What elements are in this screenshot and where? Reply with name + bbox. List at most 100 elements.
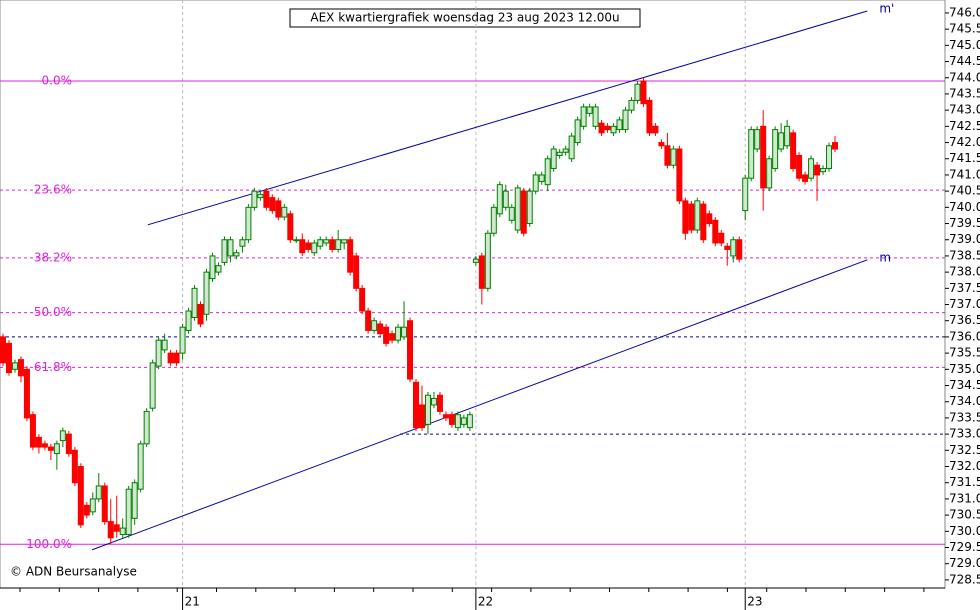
y-tick-label: 730.5 <box>949 508 980 522</box>
candle-body <box>323 239 330 244</box>
y-tick-label: 732.0 <box>949 459 980 473</box>
candle-body <box>95 485 102 500</box>
y-tick-label: 735.0 <box>949 362 980 376</box>
candle-body <box>191 287 198 318</box>
chart-title: AEX kwartiergrafiek woensdag 23 aug 2023… <box>310 11 619 25</box>
candle-body <box>490 206 497 234</box>
candle-body <box>658 142 665 147</box>
candle-body <box>484 232 491 289</box>
candle-body <box>203 271 210 315</box>
y-tick-label: 738.5 <box>949 248 980 262</box>
candle-body <box>544 158 551 186</box>
y-tick-label: 734.5 <box>949 378 980 392</box>
candle-body <box>514 187 521 231</box>
candle-body <box>299 239 306 254</box>
candle-body <box>682 200 689 234</box>
candle-body <box>574 119 581 144</box>
candle-body <box>173 352 180 364</box>
candle-body <box>448 414 455 425</box>
candle-body <box>107 521 114 539</box>
y-tick-label: 736.5 <box>949 313 980 327</box>
fib-label: 100.0% <box>26 537 72 551</box>
candle-body <box>832 142 838 150</box>
candle-body <box>694 200 701 231</box>
candle-body <box>293 239 300 242</box>
candle-body <box>748 129 755 179</box>
candle-body <box>23 368 30 419</box>
candle-body <box>706 213 713 225</box>
candle-body <box>796 155 803 179</box>
candle-body <box>604 125 611 131</box>
candle-body <box>125 488 132 536</box>
candle-body <box>670 148 677 166</box>
candle-body <box>35 436 42 448</box>
candle-body <box>401 326 408 338</box>
candle-body <box>508 206 515 221</box>
candle-body <box>89 498 96 513</box>
candle-body <box>646 99 653 134</box>
candle-body <box>652 125 659 134</box>
candle-body <box>5 342 12 374</box>
candle-body <box>365 310 372 331</box>
candle-body <box>65 433 72 455</box>
candle-body <box>143 410 150 445</box>
y-tick-label: 742.0 <box>949 135 980 149</box>
candle-body <box>592 106 599 127</box>
candle-body <box>826 145 833 169</box>
candle-body <box>155 339 162 367</box>
y-tick-label: 744.5 <box>949 54 980 68</box>
candle-body <box>335 239 342 250</box>
trendline-label: m' <box>879 2 894 16</box>
candle-body <box>269 197 276 212</box>
candle-body <box>424 394 431 425</box>
candle-body <box>568 135 575 160</box>
y-tick-label: 739.5 <box>949 216 980 230</box>
candle-body <box>179 326 186 354</box>
trendline-label: m <box>879 250 891 264</box>
y-tick-label: 735.5 <box>949 346 980 360</box>
fib-label: 38.2% <box>34 250 72 264</box>
candle-body <box>724 245 731 250</box>
candle-body <box>538 174 545 182</box>
x-tick-label: 22 <box>478 595 493 609</box>
candle-body <box>101 485 108 523</box>
y-tick-label: 741.5 <box>949 151 980 165</box>
candle-body <box>395 326 402 341</box>
candle-body <box>736 239 743 260</box>
candle-body <box>11 362 18 370</box>
candle-body <box>341 239 348 244</box>
candle-body <box>53 443 60 455</box>
candle-body <box>532 174 539 192</box>
y-tick-label: 729.5 <box>949 540 980 554</box>
y-tick-label: 740.0 <box>949 200 980 214</box>
y-tick-label: 745.5 <box>949 22 980 36</box>
fib-label: 23.6% <box>34 183 72 197</box>
candle-body <box>287 213 294 241</box>
candle-body <box>502 190 509 208</box>
candle-body <box>718 232 725 244</box>
y-tick-label: 731.5 <box>949 475 980 489</box>
y-tick-label: 745.0 <box>949 38 980 52</box>
candle-body <box>137 443 144 490</box>
candle-body <box>664 145 671 166</box>
candle-body <box>215 265 222 273</box>
candle-body <box>820 167 827 173</box>
candle-body <box>598 122 605 134</box>
candle-body <box>700 203 707 241</box>
candle-body <box>742 177 749 212</box>
candle-body <box>784 125 791 147</box>
candle-body <box>454 414 461 429</box>
y-tick-label: 737.0 <box>949 297 980 311</box>
candle-body <box>622 109 629 131</box>
title-box <box>289 8 641 28</box>
candle-body <box>59 430 66 442</box>
candle-body <box>239 239 246 247</box>
candle-body <box>305 242 312 250</box>
candle-body <box>347 239 354 273</box>
candle-body <box>389 333 396 341</box>
candle-body <box>311 242 318 254</box>
candle-body <box>221 239 228 263</box>
candle-body <box>281 206 288 218</box>
candle-body <box>610 125 617 134</box>
candle-body <box>634 83 641 101</box>
